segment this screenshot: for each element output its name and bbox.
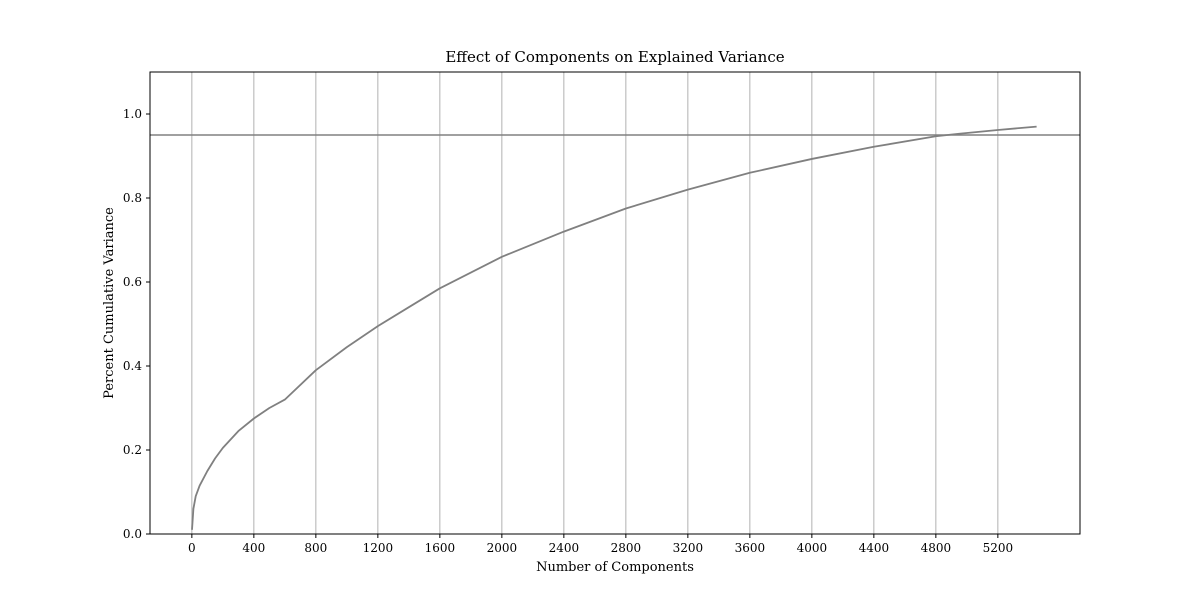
y-tick-label: 0.8: [123, 191, 142, 205]
y-tick-label: 0.2: [123, 443, 142, 457]
y-tick-label: 1.0: [123, 107, 142, 121]
x-axis-ticks: 0 400 800 1200 1600 2000 2400 2800 3200 3600 4000 4…: [188, 534, 1013, 555]
y-axis-label: Percent Cumulative Variance: [102, 207, 117, 399]
x-tick-label: 1200: [363, 541, 394, 555]
x-tick-label: 2800: [611, 541, 642, 555]
grid-lines: [191, 72, 999, 534]
x-tick-label: 2400: [549, 541, 580, 555]
y-tick-label: 0.0: [123, 527, 142, 541]
x-tick-label: 4800: [921, 541, 952, 555]
x-tick-label: 4400: [859, 541, 890, 555]
cumulative-variance-line: [191, 125, 1037, 530]
x-tick-label: 3600: [735, 541, 766, 555]
x-tick-label: 400: [242, 541, 265, 555]
x-tick-label: 3200: [673, 541, 704, 555]
series-lines: [191, 125, 1037, 530]
chart-title: Effect of Components on Explained Varian…: [445, 48, 784, 66]
x-tick-label: 2000: [487, 541, 518, 555]
x-tick-label: 4000: [797, 541, 828, 555]
y-tick-label: 0.6: [123, 275, 142, 289]
plot-area-frame: [149, 71, 1081, 535]
x-tick-label: 800: [304, 541, 327, 555]
x-tick-label: 1600: [425, 541, 456, 555]
y-axis-ticks: 0.0 0.2 0.4 0.6 0.8 1.0: [123, 107, 150, 541]
y-tick-label: 0.4: [123, 359, 142, 373]
x-axis-label: Number of Components: [536, 560, 694, 575]
x-tick-label: 5200: [983, 541, 1014, 555]
x-tick-label: 0: [188, 541, 196, 555]
